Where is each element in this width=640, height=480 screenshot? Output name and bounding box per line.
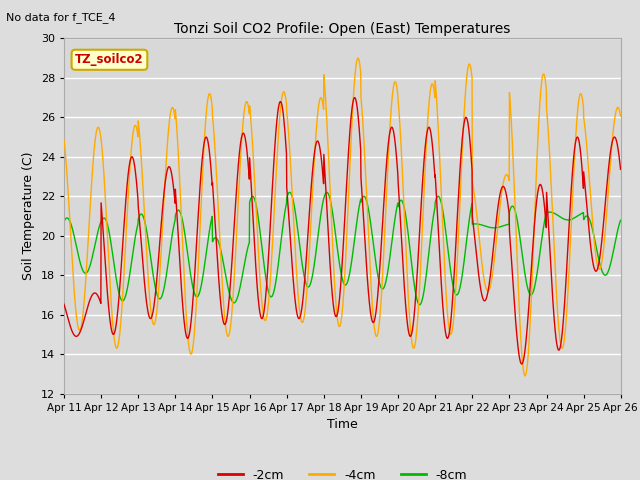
- Text: No data for f_TCE_4: No data for f_TCE_4: [6, 12, 116, 23]
- Y-axis label: Soil Temperature (C): Soil Temperature (C): [22, 152, 35, 280]
- Text: TZ_soilco2: TZ_soilco2: [75, 53, 144, 66]
- X-axis label: Time: Time: [327, 418, 358, 431]
- Legend: -2cm, -4cm, -8cm: -2cm, -4cm, -8cm: [212, 464, 472, 480]
- Title: Tonzi Soil CO2 Profile: Open (East) Temperatures: Tonzi Soil CO2 Profile: Open (East) Temp…: [174, 22, 511, 36]
